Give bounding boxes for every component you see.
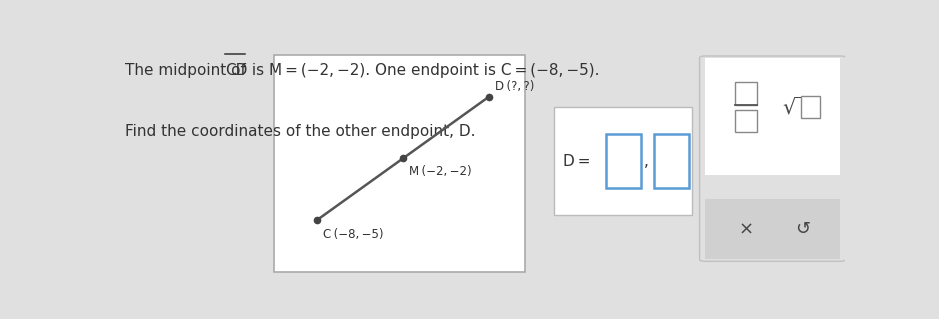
Text: is M = (−2, −2). One endpoint is C = (−8, −5).: is M = (−2, −2). One endpoint is C = (−8… bbox=[247, 63, 599, 78]
Text: ↺: ↺ bbox=[794, 220, 809, 238]
Text: CD: CD bbox=[225, 63, 248, 78]
Text: The midpoint of: The midpoint of bbox=[125, 63, 251, 78]
Text: ×: × bbox=[738, 220, 753, 238]
Text: D (?, ?): D (?, ?) bbox=[495, 80, 534, 93]
FancyBboxPatch shape bbox=[705, 58, 840, 175]
FancyBboxPatch shape bbox=[274, 56, 525, 272]
Text: $\sqrt{\,}$: $\sqrt{\,}$ bbox=[781, 96, 806, 118]
Text: M (−2, −2): M (−2, −2) bbox=[408, 165, 471, 178]
FancyBboxPatch shape bbox=[700, 56, 846, 261]
Text: C (−8, −5): C (−8, −5) bbox=[323, 227, 383, 241]
FancyBboxPatch shape bbox=[607, 134, 641, 188]
FancyBboxPatch shape bbox=[705, 199, 840, 259]
FancyBboxPatch shape bbox=[801, 96, 820, 118]
FancyBboxPatch shape bbox=[554, 107, 692, 215]
FancyBboxPatch shape bbox=[735, 109, 757, 132]
FancyBboxPatch shape bbox=[654, 134, 689, 188]
Text: ,: , bbox=[643, 153, 649, 169]
Text: D =: D = bbox=[562, 153, 591, 169]
FancyBboxPatch shape bbox=[735, 83, 757, 105]
Text: Find the coordinates of the other endpoint, D.: Find the coordinates of the other endpoi… bbox=[125, 124, 475, 139]
